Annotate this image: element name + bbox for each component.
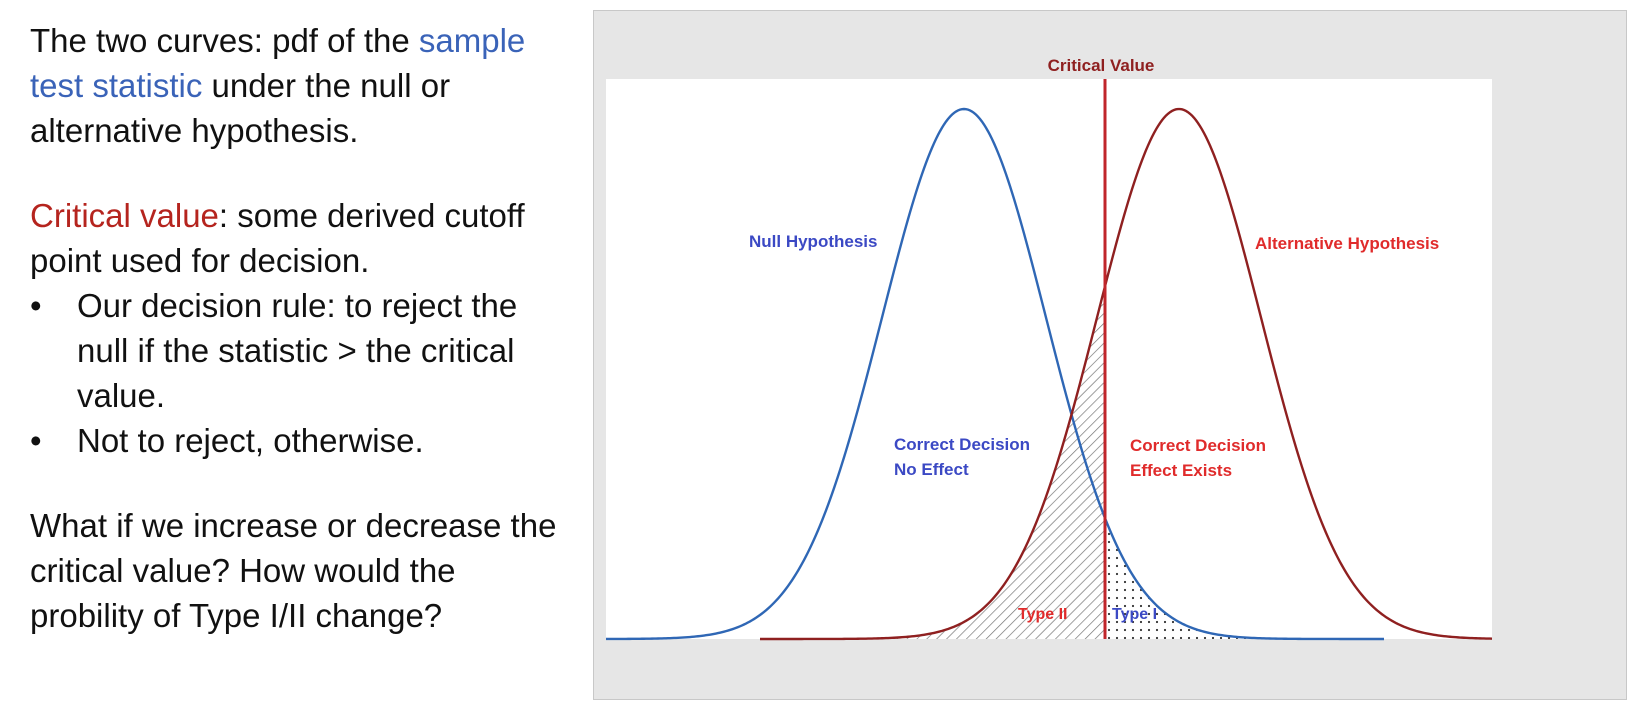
type-ii-label: Type II bbox=[1018, 606, 1068, 623]
paragraph-curves: The two curves: pdf of the sample test s… bbox=[30, 18, 575, 153]
type-ii-region bbox=[894, 286, 1105, 639]
bullet-icon: • bbox=[30, 422, 42, 459]
explanation-text: The two curves: pdf of the sample test s… bbox=[30, 18, 575, 638]
decision-rule-list: • Our decision rule: to reject the null … bbox=[30, 283, 575, 463]
list-item-text: Our decision rule: to reject the null if… bbox=[77, 287, 518, 414]
null-hypothesis-curve bbox=[606, 107, 1384, 641]
correct-decision-effect-exists-line2: Effect Exists bbox=[1130, 461, 1232, 480]
list-item: • Not to reject, otherwise. bbox=[30, 418, 575, 463]
type-i-region bbox=[1105, 518, 1274, 639]
list-item-text: Not to reject, otherwise. bbox=[77, 422, 424, 459]
list-item: • Our decision rule: to reject the null … bbox=[30, 283, 575, 418]
critical-value-label: Critical Value bbox=[1048, 56, 1155, 75]
critical-value-definition: : some derived cutoff point used for dec… bbox=[30, 197, 525, 279]
correct-decision-no-effect-line1: Correct Decision bbox=[894, 435, 1030, 454]
correct-decision-effect-exists-line1: Correct Decision bbox=[1130, 436, 1266, 455]
alternative-hypothesis-curve bbox=[760, 107, 1493, 641]
correct-decision-no-effect-line2: No Effect bbox=[894, 460, 969, 479]
paragraph-critical-value: Critical value: some derived cutoff poin… bbox=[30, 193, 575, 283]
critical-value-highlight: Critical value bbox=[30, 197, 219, 234]
type-i-label: Type I bbox=[1112, 606, 1157, 623]
bullet-icon: • bbox=[30, 287, 42, 324]
curves-text-prefix: The two curves: pdf of the bbox=[30, 22, 419, 59]
hypothesis-diagram: Critical Value Null Hypothesis Alternati… bbox=[606, 56, 1493, 641]
alternative-hypothesis-label: Alternative Hypothesis bbox=[1255, 234, 1439, 253]
hypothesis-test-figure: Critical Value Null Hypothesis Alternati… bbox=[593, 10, 1627, 700]
curves-text-suffix: under the null or alternative hypothesis… bbox=[30, 67, 451, 149]
null-hypothesis-label: Null Hypothesis bbox=[749, 232, 877, 251]
sample-test-statistic-highlight: sample test statistic bbox=[30, 22, 526, 104]
paragraph-question: What if we increase or decrease the crit… bbox=[30, 507, 557, 634]
